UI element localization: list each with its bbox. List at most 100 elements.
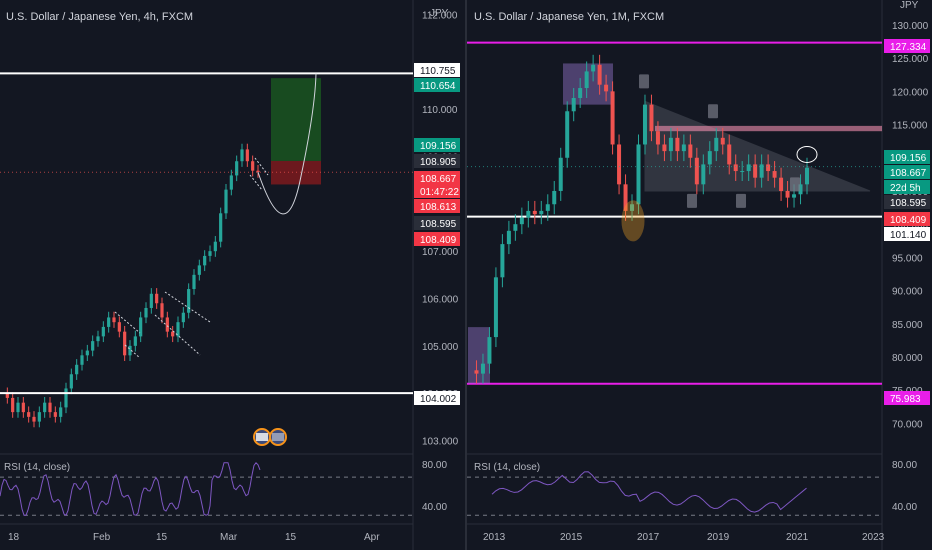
right-candle [675,137,680,152]
left-candle [133,336,137,346]
left-trendline[interactable] [249,174,263,191]
right-candle [798,184,803,195]
right-candle [785,190,790,198]
right-candle [792,194,797,198]
left-candle [96,336,100,342]
left-y-tick: 107.000 [422,247,459,258]
left-currency-label: JPY [430,8,449,19]
left-x-tick: Apr [364,532,380,543]
right-y-tick: 125.000 [892,54,929,65]
left-y-tick: 106.000 [422,295,459,306]
right-candle [597,64,602,85]
left-candle [21,402,25,413]
right-pattern-marker[interactable] [736,193,746,208]
right-resistance-band[interactable] [655,125,882,132]
left-price-tag-label: 110.654 [420,81,456,92]
left-x-tick: Mar [220,532,238,543]
right-candle [578,88,583,98]
right-price-tag-label: 108.667 [890,168,927,179]
right-candle [753,164,758,178]
right-candle [772,171,777,178]
left-candle [64,388,68,408]
left-candle [224,189,228,214]
left-y-tick: 103.000 [422,437,459,448]
left-candle [203,255,207,266]
left-trendline[interactable] [114,311,141,334]
right-price-tag-label: 108.595 [890,198,927,209]
right-rsi-tick-80: 80.00 [892,460,917,471]
left-rsi-tick-80: 80.00 [422,460,447,471]
left-rsi-label: RSI (14, close) [4,462,70,473]
left-candle [59,407,63,417]
left-price-tag [414,232,460,246]
left-price-tag [414,154,460,168]
left-trendline[interactable] [164,291,211,323]
left-price-tag-label: 01:47:22 [420,187,459,198]
right-candle [681,144,686,152]
right-price-tag [884,39,930,53]
left-candle [192,274,196,290]
left-candle [85,350,89,356]
right-candle [526,210,531,218]
right-y-tick: 90.000 [892,287,923,298]
left-candle [43,402,47,413]
right-pattern-marker[interactable] [790,177,800,192]
left-price-tag [414,171,460,185]
left-x-tick: 15 [285,532,297,543]
economic-events-icon[interactable] [253,428,287,446]
right-price-tag-label: 75.983 [890,394,921,405]
right-price-tag [884,227,930,241]
left-y-tick: 112.000 [422,10,458,21]
right-pattern-marker[interactable] [708,104,718,119]
right-x-tick: 2023 [862,532,885,543]
right-price-tag [884,391,930,405]
left-candle [197,265,201,275]
right-range-box-low[interactable] [468,327,490,384]
right-price-tag-label: 109.156 [890,153,927,164]
right-x-tick: 2015 [560,532,583,543]
right-y-tick: 80.000 [892,353,923,364]
right-candle [487,337,492,364]
right-x-tick: 2013 [483,532,506,543]
left-candle [181,312,185,323]
left-candle [235,161,239,176]
right-candle [474,370,479,374]
right-candle [558,157,563,191]
right-x-tick: 2021 [786,532,809,543]
right-highlight-ellipse[interactable] [621,200,645,242]
right-price-tag-label: 101.140 [890,230,927,241]
right-y-tick: 120.000 [892,87,929,98]
left-candle [160,303,164,318]
right-candle [584,71,589,89]
right-candle [707,151,712,165]
left-price-tag [414,184,460,198]
right-breakout-circle[interactable] [796,145,818,163]
right-candle [571,97,576,112]
left-trendline[interactable] [124,344,141,359]
left-price-tag [414,138,460,152]
right-pattern-marker[interactable] [639,74,649,89]
left-candle [155,293,159,304]
right-candle [500,244,505,278]
left-trendline[interactable] [254,157,269,176]
left-candle [219,213,223,242]
left-projection-curve[interactable] [257,73,317,215]
right-candle [552,190,557,205]
left-candle [75,364,79,375]
left-candle [37,412,41,422]
right-x-tick: 2019 [707,532,730,543]
right-candle [720,137,725,145]
left-position-profit-zone[interactable] [271,78,321,161]
right-price-tag-label: 108.409 [890,215,927,226]
left-candle [53,412,57,417]
right-candle [805,167,809,185]
left-price-tag-label: 108.667 [420,174,457,185]
right-y-tick: 115.000 [892,121,928,132]
left-price-tag-label: 109.156 [420,141,457,152]
right-price-tag [884,150,930,164]
right-chart-title: U.S. Dollar / Japanese Yen, 1M, FXCM [474,11,664,23]
left-candle [187,289,191,313]
left-price-tag-label: 108.595 [420,219,457,230]
right-pattern-marker[interactable] [687,193,697,208]
